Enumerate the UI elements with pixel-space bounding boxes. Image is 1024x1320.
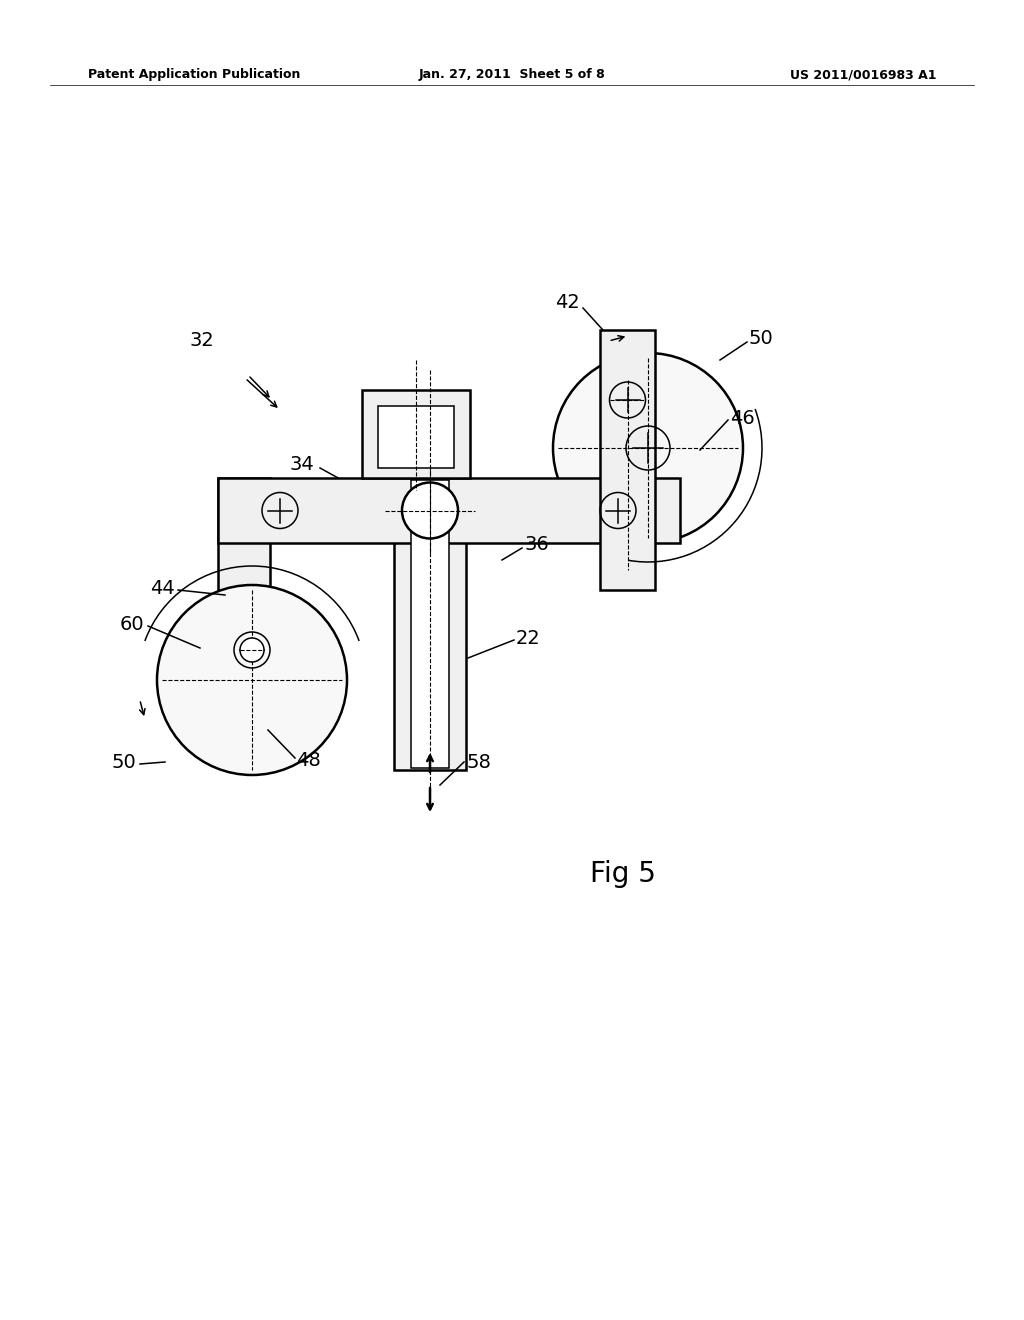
Bar bbox=[218, 478, 680, 543]
Text: 46: 46 bbox=[730, 408, 755, 428]
Text: 50: 50 bbox=[748, 329, 773, 347]
Bar bbox=[394, 478, 466, 770]
Circle shape bbox=[240, 638, 264, 663]
Text: US 2011/0016983 A1: US 2011/0016983 A1 bbox=[790, 69, 936, 81]
Text: 58: 58 bbox=[466, 752, 490, 771]
Text: 22: 22 bbox=[516, 628, 541, 648]
Text: 48: 48 bbox=[296, 751, 321, 770]
Text: Fig 5: Fig 5 bbox=[590, 861, 656, 888]
Bar bbox=[362, 389, 470, 478]
Bar bbox=[600, 330, 655, 590]
Bar bbox=[411, 480, 449, 768]
Text: 50: 50 bbox=[112, 752, 136, 771]
Circle shape bbox=[157, 585, 347, 775]
Text: 36: 36 bbox=[524, 536, 549, 554]
Text: Patent Application Publication: Patent Application Publication bbox=[88, 69, 300, 81]
Bar bbox=[218, 478, 270, 643]
Text: 32: 32 bbox=[189, 330, 214, 350]
Text: 60: 60 bbox=[120, 615, 144, 634]
Circle shape bbox=[402, 483, 458, 539]
Bar bbox=[378, 407, 454, 469]
Text: 44: 44 bbox=[151, 578, 175, 598]
Circle shape bbox=[553, 352, 743, 543]
Text: 34: 34 bbox=[289, 455, 314, 474]
Text: Jan. 27, 2011  Sheet 5 of 8: Jan. 27, 2011 Sheet 5 of 8 bbox=[419, 69, 605, 81]
Text: 42: 42 bbox=[555, 293, 580, 312]
